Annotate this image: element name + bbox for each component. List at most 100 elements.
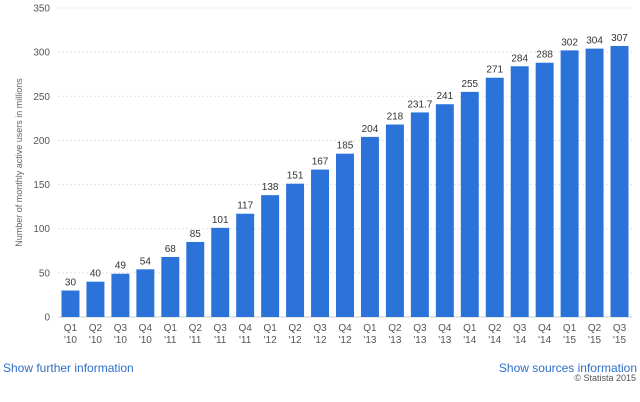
- data-label: 68: [165, 244, 177, 255]
- y-axis-ticks: 0 50 100 150 200 250 300 350: [33, 4, 50, 324]
- bars: [61, 45, 629, 318]
- data-labels: 30 40 49 54 68 85 101 117 138 151 167 185 204 218231.…: [65, 33, 628, 289]
- x-tick-label: Q3: [413, 323, 427, 334]
- y-tick-label: 200: [33, 136, 50, 147]
- show-further-information-link[interactable]: Show further information: [3, 361, 134, 375]
- x-tick-label: Q1: [563, 323, 577, 334]
- x-tick-label: Q1: [263, 323, 277, 334]
- y-axis-label: Number of monthly active users in millio…: [14, 78, 24, 247]
- y-tick-label: 350: [33, 4, 50, 15]
- data-label: 40: [90, 269, 102, 280]
- y-tick-label: 250: [33, 92, 50, 103]
- data-label: 30: [65, 278, 77, 289]
- bar: [485, 77, 504, 317]
- x-tick-label: '12: [264, 335, 277, 346]
- x-tick-label: Q2: [89, 323, 103, 334]
- x-tick-label: Q2: [189, 323, 203, 334]
- data-label: 307: [611, 33, 628, 44]
- bar: [311, 169, 330, 317]
- data-label: 167: [312, 157, 329, 168]
- data-label: 241: [436, 91, 453, 102]
- x-tick-label: Q3: [613, 323, 627, 334]
- x-tick-label: Q1: [363, 323, 377, 334]
- x-tick-label: '12: [338, 335, 351, 346]
- x-tick-label: Q1: [463, 323, 477, 334]
- bar: [610, 45, 629, 317]
- y-tick-label: 100: [33, 224, 50, 235]
- x-tick-label: Q4: [139, 323, 153, 334]
- x-tick-label: '11: [214, 335, 227, 346]
- x-tick-label: '13: [413, 335, 426, 346]
- bar: [211, 227, 230, 317]
- y-tick-label: 50: [39, 268, 51, 279]
- x-tick-label: '13: [438, 335, 451, 346]
- bar: [435, 104, 454, 317]
- data-label: 304: [586, 36, 603, 47]
- x-tick-label: '10: [64, 335, 77, 346]
- x-tick-label: '14: [538, 335, 551, 346]
- x-tick-label: '12: [289, 335, 302, 346]
- data-label: 302: [561, 37, 578, 48]
- bar: [286, 183, 305, 317]
- x-tick-label: Q4: [239, 323, 253, 334]
- bar: [336, 153, 354, 317]
- bar: [136, 269, 155, 317]
- x-tick-label: Q2: [488, 323, 502, 334]
- x-tick-label: '14: [488, 335, 501, 346]
- data-label: 231.7: [407, 99, 432, 110]
- x-tick-label: Q4: [438, 323, 452, 334]
- data-label: 49: [115, 261, 127, 272]
- x-tick-label: Q3: [313, 323, 327, 334]
- x-tick-label: '15: [588, 335, 601, 346]
- x-tick-label: Q4: [538, 323, 552, 334]
- x-tick-label: Q2: [588, 323, 602, 334]
- x-tick-label: '14: [513, 335, 526, 346]
- x-tick-label: Q4: [338, 323, 352, 334]
- data-label: 284: [511, 53, 528, 64]
- data-label: 151: [287, 171, 304, 182]
- x-tick-label: Q1: [164, 323, 178, 334]
- bar: [585, 48, 604, 318]
- x-tick-label: '11: [189, 335, 202, 346]
- data-label: 255: [461, 79, 478, 90]
- bar: [510, 66, 529, 317]
- show-sources-information-link[interactable]: Show sources information: [498, 361, 637, 375]
- x-tick-label: Q2: [288, 323, 302, 334]
- x-tick-label: Q3: [214, 323, 228, 334]
- data-label: 85: [190, 229, 202, 240]
- data-label: 54: [140, 256, 152, 267]
- y-tick-label: 150: [33, 180, 50, 191]
- x-tick-label: '14: [463, 335, 476, 346]
- data-label: 138: [262, 182, 279, 193]
- x-tick-label: '10: [89, 335, 102, 346]
- x-tick-label: '12: [314, 335, 327, 346]
- bar: [360, 136, 379, 317]
- x-tick-label: Q3: [513, 323, 527, 334]
- bar: [86, 281, 105, 317]
- data-label: 185: [337, 141, 354, 152]
- x-tick-label: '13: [363, 335, 376, 346]
- x-tick-label: Q3: [114, 323, 128, 334]
- y-tick-label: 300: [33, 48, 50, 59]
- data-label: 101: [212, 215, 229, 226]
- bar: [560, 50, 579, 318]
- bar: [186, 241, 205, 317]
- bar: [261, 195, 280, 317]
- bar: [535, 62, 554, 317]
- x-tick-label: '10: [139, 335, 152, 346]
- bar: [236, 213, 255, 317]
- x-tick-label: '15: [613, 335, 626, 346]
- bar: [410, 112, 429, 317]
- bar: [161, 256, 180, 317]
- x-tick-label: Q1: [64, 323, 78, 334]
- bar: [111, 273, 130, 317]
- bar: [61, 290, 80, 317]
- x-tick-label: '11: [164, 335, 177, 346]
- x-tick-label: '11: [239, 335, 252, 346]
- bar: [385, 124, 404, 317]
- data-label: 204: [362, 124, 379, 135]
- x-axis-ticks: Q1'10Q2'10Q3'10Q4'10Q1'11Q2'11Q3'11Q4'11…: [64, 323, 627, 346]
- x-tick-label: '15: [563, 335, 576, 346]
- data-label: 117: [237, 201, 253, 212]
